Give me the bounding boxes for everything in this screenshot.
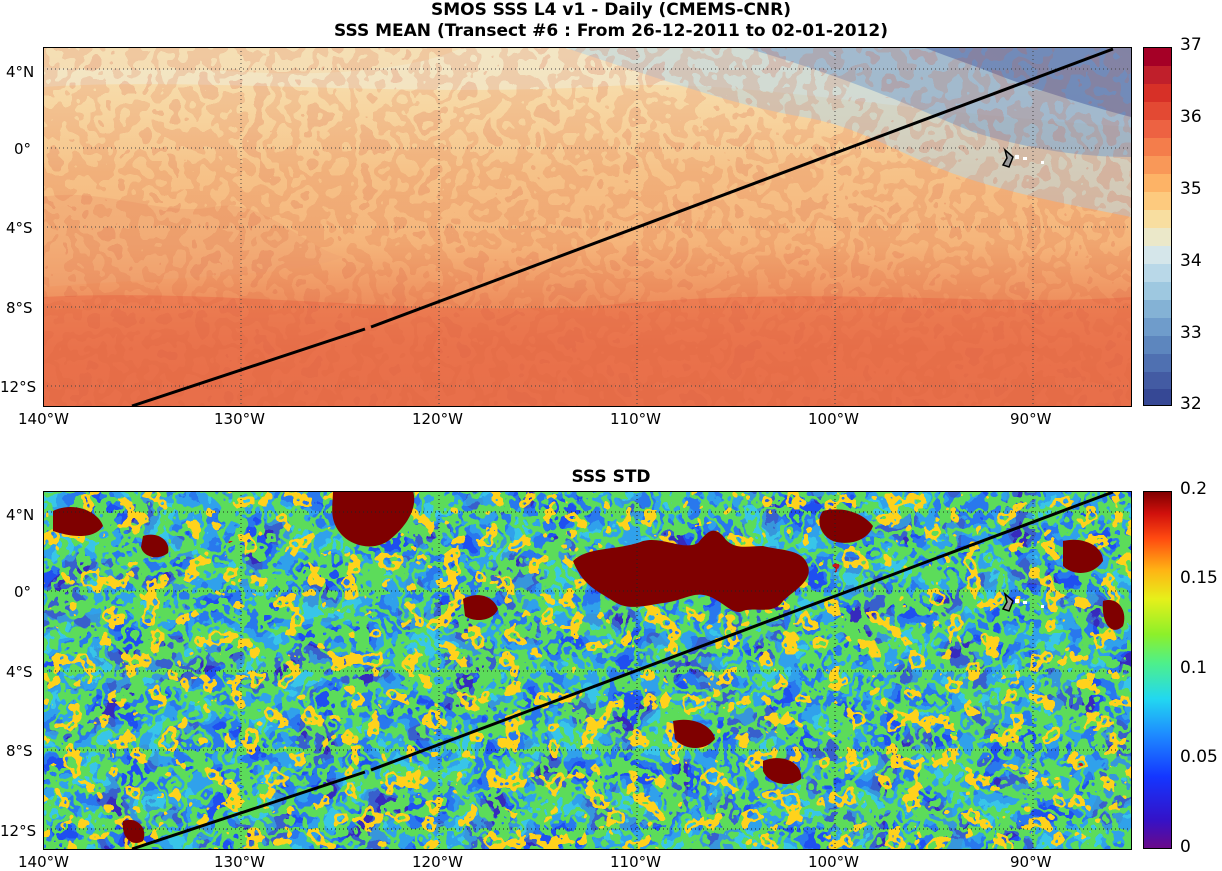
lon-tick: 110°W [610,853,661,871]
mean-cb-tick: 37 [1180,35,1202,55]
lon-tick: 130°W [214,410,265,428]
figure-title-line2: SSS MEAN (Transect #6 : From 26-12-2011 … [333,21,888,41]
lon-tick: 120°W [412,853,463,871]
lon-tick: 110°W [610,410,661,428]
std-cb-tick: 0.05 [1180,747,1218,767]
lat-tick: 8°S [6,299,33,317]
lat-tick: 4°N [6,506,35,524]
std-cb-tick: 0.2 [1180,479,1208,499]
lat-tick: 12°S [0,378,37,396]
mean-cb-tick: 32 [1180,394,1202,414]
lat-tick: 12°S [0,822,37,840]
lon-tick: 120°W [412,410,463,428]
std-cb-tick: 0 [1180,837,1191,857]
sss-std-map [43,491,1131,849]
lon-tick: 100°W [808,410,859,428]
std-cb-tick: 0.15 [1180,568,1218,588]
sss-std-colorbar [1143,491,1172,849]
lon-tick: 130°W [214,853,265,871]
galapagos-island [1001,147,1014,168]
lat-tick: 4°S [6,663,33,681]
galapagos-island [1001,591,1014,612]
lon-tick: 90°W [1010,410,1052,428]
sss-mean-colorbar [1143,47,1172,406]
mean-cb-tick: 34 [1180,251,1202,271]
lon-tick: 90°W [1010,853,1052,871]
lat-tick: 0° [14,140,32,158]
transect-line [131,327,366,406]
lon-tick: 140°W [18,410,69,428]
lat-tick: 4°N [6,63,35,81]
mean-cb-tick: 33 [1180,323,1202,343]
lat-tick: 8°S [6,742,33,760]
sss-mean-map [43,47,1131,406]
mean-cb-tick: 36 [1180,107,1202,127]
transect-line [131,770,366,849]
lon-tick: 100°W [808,853,859,871]
lat-tick: 4°S [6,219,33,237]
std-cb-tick: 0.1 [1180,658,1208,678]
lat-tick: 0° [14,583,32,601]
figure-title-line1: SMOS SSS L4 v1 - Daily (CMEMS-CNR) [430,0,792,20]
std-panel-title: SSS STD [571,467,651,487]
mean-cb-tick: 35 [1180,179,1202,199]
lon-tick: 140°W [18,853,69,871]
